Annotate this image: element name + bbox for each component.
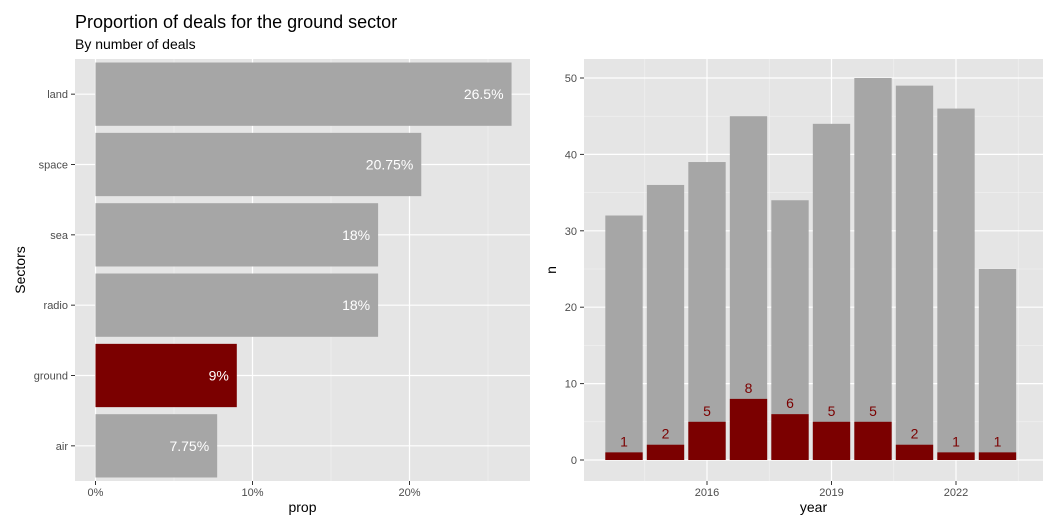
bar-total-2014 [605,215,643,460]
bar-label-ground: 9% [209,368,229,384]
bar-ground-2016 [688,421,726,460]
bar-total-2016 [688,162,726,461]
y-tick-label: land [47,89,68,101]
y-tick-label: 20 [565,302,577,314]
bar-total-2023 [978,269,1017,460]
bar-ground-2015 [646,444,685,460]
left-panel: 26.5% land 20.75% space 18% sea 18% radio 9% grou… [12,59,530,515]
bar-ground-2023 [978,452,1017,460]
y-tick-label: 30 [565,226,577,238]
bar-label-ground-2015: 2 [662,426,670,442]
x-tick-label: 10% [241,487,263,499]
bar-label-ground-2016: 5 [703,403,711,419]
chart-title: Proportion of deals for the ground secto… [75,12,397,32]
bar-land [95,62,512,126]
x-axis-title: year [800,499,828,515]
bar-space [95,132,422,197]
y-tick-label: air [56,441,69,453]
bar-total-2015 [646,184,685,460]
y-tick-label: space [39,160,68,172]
bar-total-2021 [895,85,934,460]
x-tick-label: 20% [398,487,420,499]
x-tick-label: 2022 [944,487,968,499]
x-tick-label: 2016 [695,487,719,499]
y-tick-label: 0 [571,455,577,467]
bar-ground-2018 [771,414,809,460]
bar-ground-2017 [729,398,768,460]
bar-label-ground-2023: 1 [994,433,1002,449]
bar-label-air: 7.75% [169,438,209,454]
x-tick-label: 2019 [819,487,843,499]
bar-sea [95,203,379,267]
bar-radio [95,273,379,337]
bar-label-radio: 18% [342,297,370,313]
y-tick-label: 40 [565,149,577,161]
bar-ground-2021 [895,444,934,460]
bar-label-ground-2019: 5 [828,403,836,419]
y-tick-label: sea [50,230,69,242]
bar-label-ground-2018: 6 [786,395,794,411]
y-axis-title: n [543,266,559,274]
x-axis-title: prop [288,499,316,515]
bar-total-2020 [854,78,892,460]
bar-label-sea: 18% [342,227,370,243]
bar-label-land: 26.5% [464,86,504,102]
bar-label-ground-2017: 8 [745,380,753,396]
y-axis-title: Sectors [12,246,28,293]
bar-ground-2022 [937,452,975,460]
y-tick-label: radio [44,300,68,312]
left-plot-background [75,59,530,481]
bar-air [95,414,218,478]
bar-label-ground-2020: 5 [869,403,877,419]
y-tick-label: ground [34,371,68,383]
bar-ground [95,343,237,408]
bar-ground-2014 [605,452,643,460]
bar-total-2019 [812,123,851,460]
bar-ground-2020 [854,421,892,460]
bar-ground-2019 [812,421,851,460]
bar-label-ground-2022: 1 [952,433,960,449]
x-tick-label: 0% [88,487,104,499]
bar-label-ground-2021: 2 [911,426,919,442]
chart-subtitle: By number of deals [75,36,196,52]
bar-total-2022 [937,108,975,460]
y-tick-label: 50 [565,73,577,85]
bar-label-space: 20.75% [366,157,413,173]
bar-label-ground-2014: 1 [620,433,628,449]
y-tick-label: 10 [565,379,577,391]
